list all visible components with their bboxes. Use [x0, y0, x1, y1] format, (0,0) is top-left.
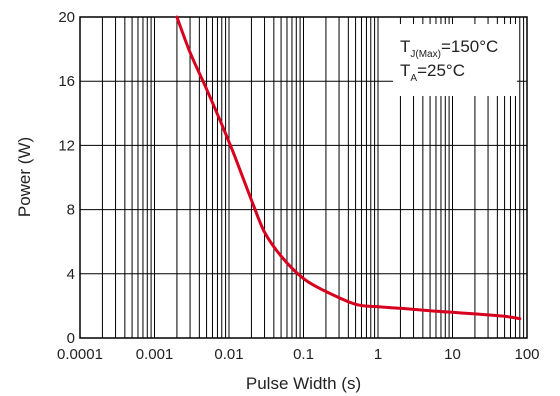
x-tick-label: 0.01: [214, 346, 243, 363]
y-tick-label: 0: [67, 330, 75, 347]
x-tick-label: 0.0001: [57, 346, 103, 363]
plot-frame: [79, 16, 528, 339]
y-tick-label: 20: [58, 9, 75, 26]
x-tick-label: 0.001: [136, 346, 174, 363]
y-tick-label: 16: [58, 73, 75, 90]
annotation-line-2-rest: =25°C: [417, 61, 465, 80]
annotation-line-2-sub: A: [410, 73, 417, 84]
power-curve-line: [175, 15, 522, 321]
x-tick-label: 10: [444, 346, 461, 363]
y-tick-label: 4: [67, 266, 75, 283]
y-axis-label: Power (W): [15, 137, 34, 217]
annotation-line-1: TJ(Max)=150°C: [400, 37, 498, 60]
annotation-line-1-sub: J(Max): [410, 49, 441, 60]
annotation-line-2-main: T: [400, 61, 410, 80]
x-tick-label: 1: [374, 346, 382, 363]
x-tick-label: 100: [514, 346, 539, 363]
x-axis-label: Pulse Width (s): [246, 374, 361, 393]
annotation-line-1-main: T: [400, 37, 410, 56]
annotation-background: [393, 24, 517, 96]
grid-lines: [79, 16, 527, 339]
x-tick-label: 0.1: [293, 346, 314, 363]
y-tick-label: 12: [58, 137, 75, 154]
x-tick-labels: 0.0001 0.001 0.01 0.1 1 10 100: [57, 346, 539, 363]
series-group: [175, 15, 522, 321]
annotation-line-1-rest: =150°C: [441, 37, 498, 56]
y-tick-labels: 0 4 8 12 16 20: [58, 9, 75, 347]
annotation-box: TJ(Max)=150°C TA=25°C: [393, 24, 517, 96]
y-tick-label: 8: [67, 202, 75, 219]
annotation-line-2: TA=25°C: [400, 61, 465, 84]
